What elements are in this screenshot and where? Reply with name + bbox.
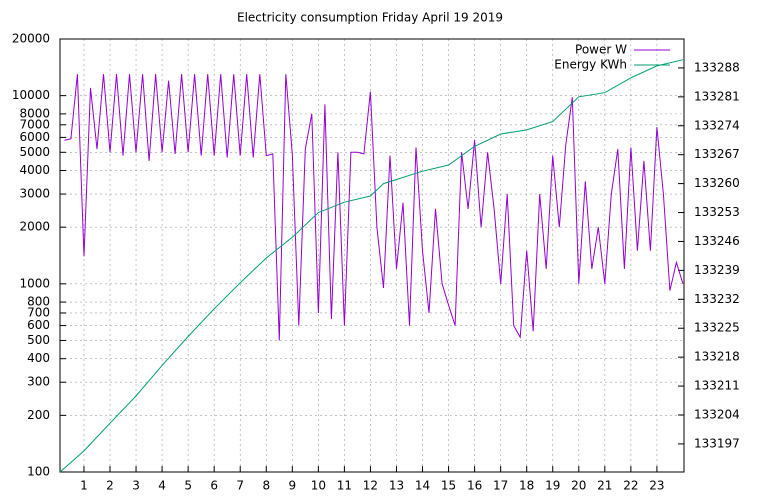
y-tick-label: 700 [27, 305, 50, 319]
legend-label: Power W [575, 43, 627, 57]
y-tick-label: 2000 [19, 220, 50, 234]
series-line [59, 59, 684, 473]
x-tick-label: 22 [623, 479, 638, 493]
x-tick-label: 14 [415, 479, 430, 493]
plot-frame [59, 38, 685, 473]
y-tick-label: 8000 [19, 106, 50, 120]
y-tick-label: 600 [27, 318, 50, 332]
y2-tick-label: 133260 [694, 176, 740, 190]
y2-tick-label: 133211 [694, 379, 740, 393]
x-tick-label: 19 [545, 479, 560, 493]
x-tick-label: 5 [184, 479, 192, 493]
y2-tick-label: 133204 [694, 407, 740, 421]
x-tick-label: 7 [236, 479, 244, 493]
chart-title: Electricity consumption Friday April 19 … [237, 11, 503, 25]
x-tick-label: 2 [106, 479, 114, 493]
series-line [64, 74, 684, 341]
y2-tick-label: 133239 [694, 263, 740, 277]
x-tick-label: 18 [519, 479, 534, 493]
y-tick-label: 200 [27, 408, 50, 422]
x-tick-label: 10 [311, 479, 326, 493]
x-tick-label: 4 [158, 479, 166, 493]
y-tick-label: 20000 [12, 32, 50, 46]
x-tick-label: 11 [337, 479, 352, 493]
x-tick-label: 13 [389, 479, 404, 493]
y2-tick-label: 133232 [694, 292, 740, 306]
y-tick-label: 100 [27, 465, 50, 479]
x-tick-label: 17 [493, 479, 508, 493]
y-tick-label: 4000 [19, 163, 50, 177]
y2-tick-label: 133253 [694, 205, 740, 219]
x-tick-label: 16 [467, 479, 482, 493]
y2-tick-label: 133281 [694, 89, 740, 103]
y2-tick-label: 133218 [694, 350, 740, 364]
y2-tick-label: 133246 [694, 234, 740, 248]
y-tick-label: 6000 [19, 130, 50, 144]
y-tick-label: 1000 [19, 276, 50, 290]
y2-tick-label: 133288 [694, 60, 740, 74]
y-tick-label: 400 [27, 351, 50, 365]
x-tick-label: 20 [571, 479, 586, 493]
x-tick-label: 21 [597, 479, 612, 493]
x-tick-label: 23 [649, 479, 664, 493]
y-tick-label: 10000 [12, 88, 50, 102]
y-tick-label: 300 [27, 375, 50, 389]
x-tick-label: 9 [288, 479, 296, 493]
y-tick-label: 5000 [19, 145, 50, 159]
y-tick-label: 7000 [19, 117, 50, 131]
y2-tick-label: 133197 [694, 436, 740, 450]
y2-tick-label: 133267 [694, 147, 740, 161]
x-tick-label: 6 [210, 479, 218, 493]
x-tick-label: 1 [80, 479, 88, 493]
y-tick-label: 800 [27, 295, 50, 309]
y2-tick-label: 133225 [694, 321, 740, 335]
x-tick-label: 3 [132, 479, 140, 493]
x-tick-label: 15 [441, 479, 456, 493]
y-tick-label: 3000 [19, 187, 50, 201]
legend-label: Energy KWh [554, 58, 627, 72]
y-tick-label: 500 [27, 333, 50, 347]
x-tick-label: 12 [363, 479, 378, 493]
y2-tick-label: 133274 [694, 118, 740, 132]
x-tick-label: 8 [262, 479, 270, 493]
